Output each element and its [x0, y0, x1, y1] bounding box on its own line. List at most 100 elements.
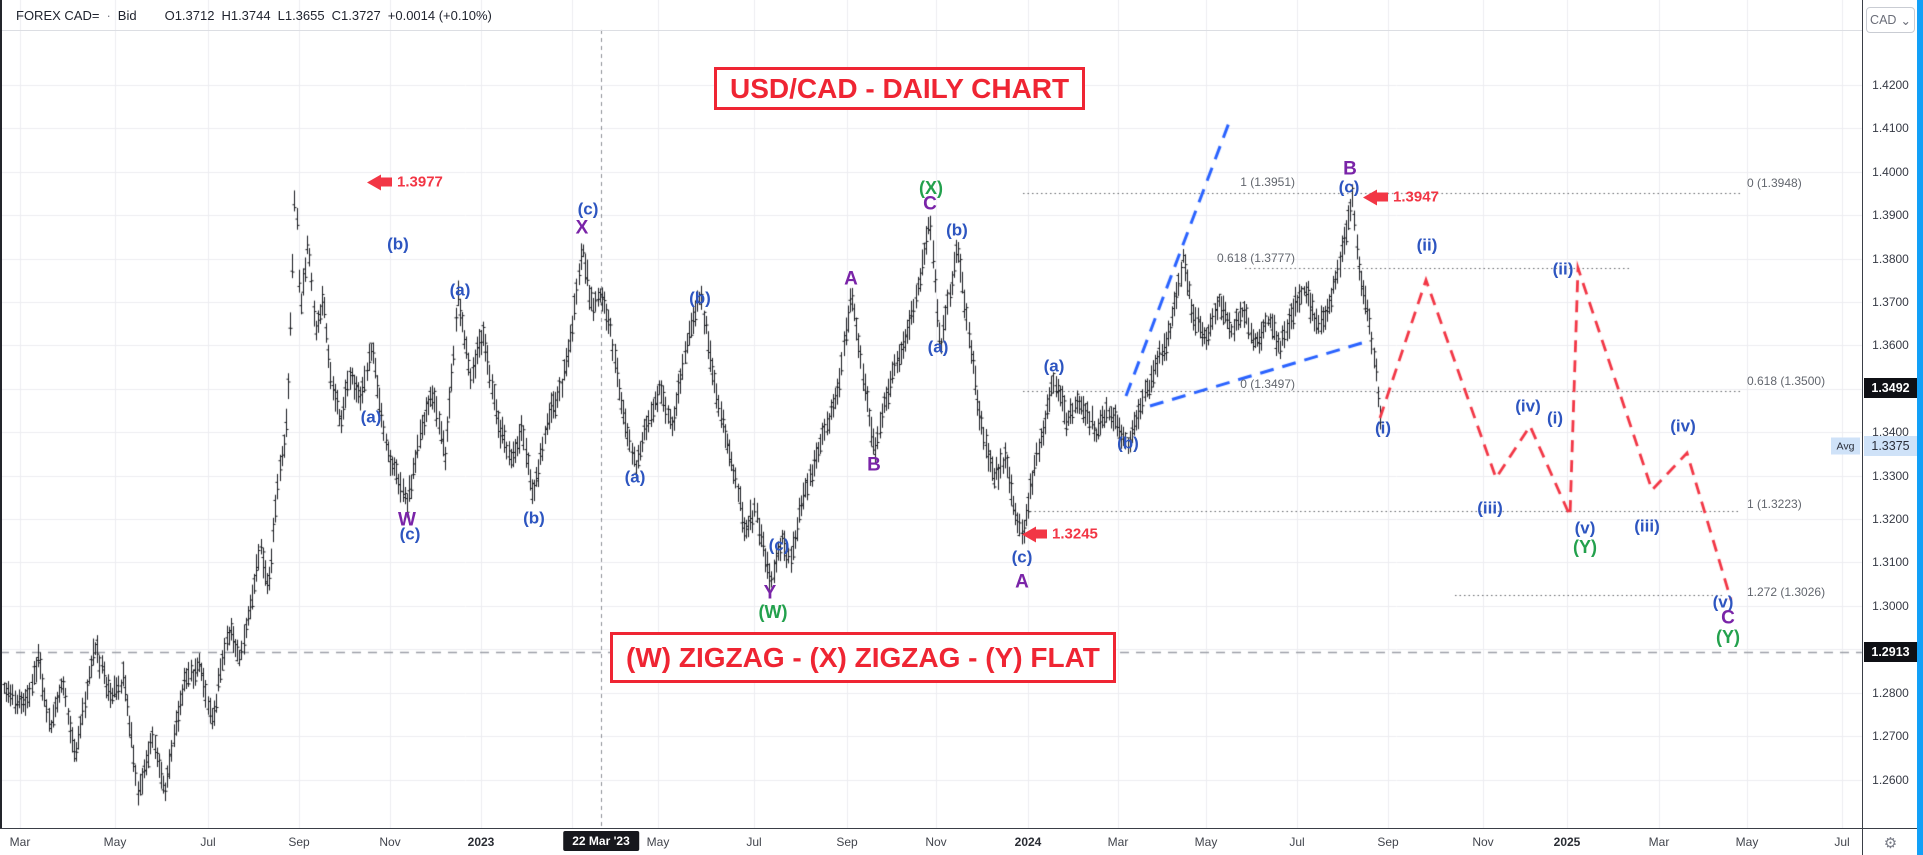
- last-price-badge: 1.3492: [1864, 378, 1917, 398]
- quote-change: +0.0014 (+0.10%): [387, 8, 492, 23]
- fib-level-label: 0.618 (1.3500): [1747, 374, 1826, 388]
- wave-label: (iv): [1670, 416, 1696, 436]
- wave-pattern-box[interactable]: (W) ZIGZAG - (X) ZIGZAG - (Y) FLAT: [610, 632, 1116, 683]
- wave-label: A: [844, 268, 858, 290]
- wave-label: (c): [1011, 547, 1033, 567]
- time-tick-label: Mar: [1107, 835, 1129, 849]
- wave-label: (a): [449, 280, 471, 300]
- marker-price-text: 1.3977: [397, 173, 443, 191]
- fib-level-label: 0 (1.3948): [1747, 176, 1802, 190]
- wave-label: C: [923, 193, 937, 215]
- wave-label: (b): [689, 288, 711, 308]
- wave-label: (i): [1546, 408, 1564, 428]
- wave-label: X: [575, 217, 589, 239]
- quote-close: C1.3727: [331, 8, 381, 23]
- arrow-tail: [1377, 192, 1388, 202]
- arrow-left-icon: [1022, 526, 1036, 542]
- price-tick-label: 1.3600: [1872, 338, 1909, 352]
- time-tick-label: Mar: [1648, 835, 1670, 849]
- header-divider: [0, 30, 1862, 31]
- quote-high: H1.3744: [221, 8, 271, 23]
- currency-label: CAD: [1870, 13, 1897, 27]
- window-scrollbar[interactable]: [1917, 0, 1923, 855]
- time-tick-label: Sep: [288, 835, 310, 849]
- price-tick-label: 1.4000: [1872, 165, 1909, 179]
- time-tick-label: May: [103, 835, 127, 849]
- fib-level-label: 0 (1.3497): [1240, 377, 1295, 391]
- wave-label: B: [1343, 158, 1357, 180]
- arrow-tail: [381, 177, 392, 187]
- time-tick-label: 2025: [1553, 835, 1581, 849]
- wave-label: (iii): [1477, 498, 1503, 518]
- wave-label: C: [1721, 607, 1735, 629]
- wave-label: (c): [768, 535, 790, 555]
- time-tick-label: May: [1735, 835, 1759, 849]
- wave-label: (Y): [1573, 537, 1597, 557]
- fib-level-label: 1.272 (1.3026): [1747, 585, 1826, 599]
- price-marker[interactable]: 1.3947: [1363, 189, 1439, 206]
- wave-label: (a): [927, 337, 949, 357]
- wave-label: (c): [577, 199, 599, 219]
- price-tick-label: 1.3700: [1872, 295, 1909, 309]
- price-tick-label: 1.3100: [1872, 555, 1909, 569]
- market-type: Bid: [117, 8, 137, 23]
- price-tick-label: 1.3300: [1872, 469, 1909, 483]
- arrow-left-icon: [367, 174, 381, 190]
- wave-label: (ii): [1552, 259, 1574, 279]
- price-tick-label: 1.2800: [1872, 686, 1909, 700]
- time-tick-label: 2024: [1014, 835, 1042, 849]
- time-tick-label: Jul: [1289, 835, 1305, 849]
- chart-title-box[interactable]: USD/CAD - DAILY CHART: [714, 67, 1086, 110]
- separator-dot: ·: [106, 8, 111, 23]
- wave-label: (b): [946, 220, 968, 240]
- quote-open: O1.3712: [164, 8, 215, 23]
- fib-level-label: 0.618 (1.3777): [1216, 251, 1295, 265]
- wave-label: W: [398, 509, 416, 531]
- wave-label: (c): [1338, 177, 1360, 197]
- wave-label: (X): [919, 178, 943, 198]
- price-tick-label: 1.3200: [1872, 512, 1909, 526]
- gear-icon: ⚙: [1883, 834, 1898, 852]
- wave-label: (c): [399, 524, 421, 544]
- marker-price-text: 1.3947: [1393, 188, 1439, 206]
- arrow-left-icon: [1363, 189, 1377, 205]
- time-tick-label: Nov: [925, 835, 947, 849]
- time-tick-label: May: [646, 835, 670, 849]
- fib-level-label: 1 (1.3223): [1747, 497, 1802, 511]
- time-axis[interactable]: 22 Mar '23 Mar May Jul Sep Nov 2023 May Jul Sep N…: [0, 828, 1917, 855]
- currency-dropdown-button[interactable]: CAD ⌄: [1866, 7, 1915, 33]
- level-price-badge: 1.2913: [1864, 642, 1917, 662]
- quote-header: FOREX CAD= · Bid O1.3712 H1.3744 L1.3655…: [16, 8, 492, 23]
- wave-label: (b): [387, 234, 409, 254]
- price-tick-label: 1.3800: [1872, 252, 1909, 266]
- crosshair-date-badge: 22 Mar '23: [563, 831, 639, 851]
- price-tick-label: 1.3900: [1872, 208, 1909, 222]
- price-axis[interactable]: 1.4200 1.4100 1.4000 1.3900 1.3800 1.3700 1.36…: [1862, 0, 1918, 855]
- time-tick-label: Jul: [1834, 835, 1850, 849]
- arrow-tail: [1036, 529, 1047, 539]
- time-tick-label: Jul: [200, 835, 216, 849]
- price-tick-label: 1.2600: [1872, 773, 1909, 787]
- wave-label: (Y): [1716, 627, 1740, 647]
- time-tick-label: Mar: [9, 835, 31, 849]
- wave-label: (v): [1574, 518, 1596, 538]
- time-tick-label: Sep: [836, 835, 858, 849]
- price-tick-label: 1.2700: [1872, 729, 1909, 743]
- wave-label: (iv): [1515, 396, 1541, 416]
- wave-label: (ii): [1416, 235, 1438, 255]
- time-tick-label: Nov: [1472, 835, 1494, 849]
- price-marker[interactable]: 1.3245: [1022, 526, 1098, 543]
- wave-label: B: [867, 454, 881, 476]
- price-marker[interactable]: 1.3977: [367, 174, 443, 191]
- price-tick-label: 1.3400: [1872, 425, 1909, 439]
- avg-line-chip: Avg: [1831, 437, 1860, 455]
- wave-label: (W): [758, 602, 788, 622]
- wave-label: (b): [1117, 433, 1139, 453]
- time-tick-label: Sep: [1377, 835, 1399, 849]
- axis-settings-button[interactable]: ⚙: [1862, 828, 1918, 855]
- symbol-name[interactable]: FOREX CAD=: [16, 8, 100, 23]
- wave-label: (a): [624, 467, 646, 487]
- wave-label: (i): [1374, 418, 1392, 438]
